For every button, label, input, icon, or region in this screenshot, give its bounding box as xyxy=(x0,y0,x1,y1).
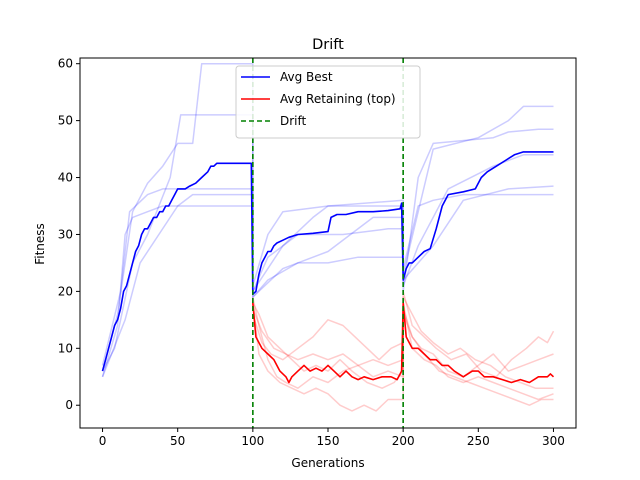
series-line-run-retaining-faded-3 xyxy=(252,302,554,412)
x-tick-label: 150 xyxy=(317,434,340,448)
x-tick-label: 50 xyxy=(170,434,185,448)
series-line-run-best-faded-2 xyxy=(101,128,554,366)
y-axis: 0 10 20 30 40 50 60 xyxy=(58,57,80,412)
legend-label: Drift xyxy=(280,114,307,128)
y-tick-label: 50 xyxy=(58,114,73,128)
y-tick-label: 30 xyxy=(58,227,73,241)
y-tick-label: 40 xyxy=(58,171,73,185)
series-line-run-retaining-faded-1 xyxy=(252,296,554,389)
y-tick-label: 60 xyxy=(58,57,73,71)
legend-item: Avg Best xyxy=(241,70,333,84)
x-tick-label: 100 xyxy=(241,434,264,448)
y-axis-label: Fitness xyxy=(33,223,47,265)
x-axis: 0 50 100 150 200 250 300 xyxy=(99,428,565,448)
plot-lines xyxy=(101,58,555,428)
series-line-run-best-faded-5 xyxy=(101,62,554,372)
series-line-run-best-faded-3 xyxy=(101,114,554,372)
series-line-avg-retaining xyxy=(252,302,555,384)
plot-area xyxy=(79,57,577,429)
x-tick-label: 200 xyxy=(392,434,415,448)
chart-title: Drift xyxy=(312,37,344,53)
y-tick-label: 10 xyxy=(58,341,73,355)
series-line-avg-best xyxy=(101,151,554,372)
x-tick-label: 250 xyxy=(467,434,490,448)
legend-item: Drift xyxy=(241,114,307,128)
x-tick-label: 0 xyxy=(99,434,107,448)
x-axis-label: Generations xyxy=(291,456,364,470)
legend-box xyxy=(235,65,421,139)
y-tick-label: 20 xyxy=(58,284,73,298)
legend-label: Avg Retaining (top) xyxy=(280,92,396,106)
x-tick-label: 300 xyxy=(542,434,565,448)
series-line-run-best-faded-1 xyxy=(101,193,554,378)
legend-item: Avg Retaining (top) xyxy=(241,92,396,106)
y-tick-label: 0 xyxy=(65,398,73,412)
legend: Avg Best Avg Retaining (top) Drift xyxy=(235,65,421,139)
series-line-run-best-faded-4 xyxy=(101,185,554,378)
legend-label: Avg Best xyxy=(280,70,333,84)
